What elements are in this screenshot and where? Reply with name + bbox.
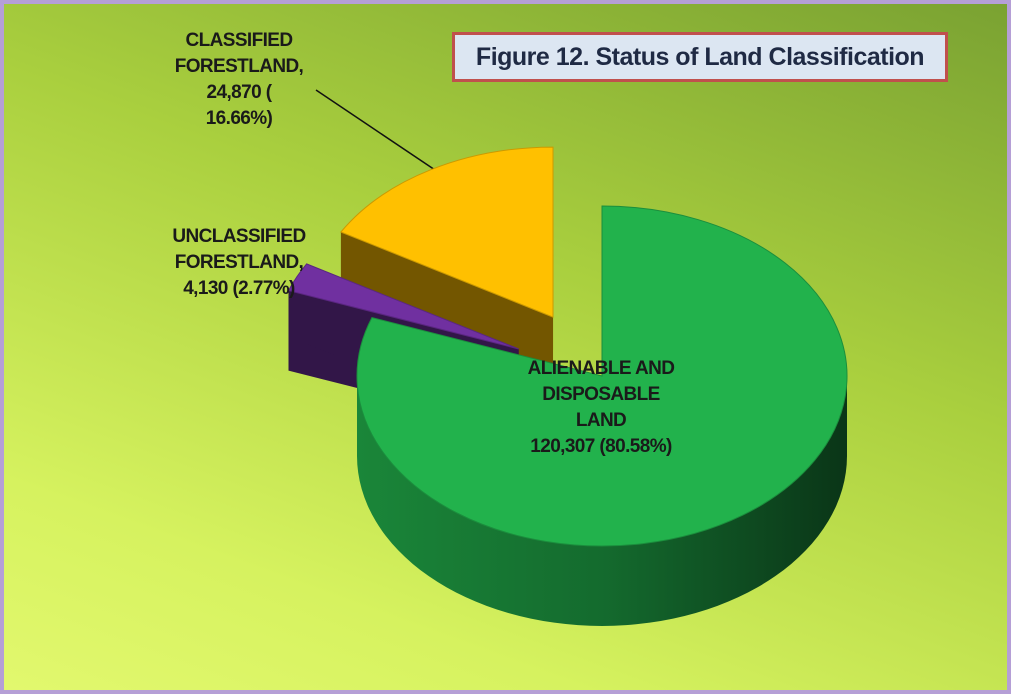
leader-line	[315, 89, 445, 177]
slice	[340, 146, 554, 318]
slice-side	[357, 376, 847, 626]
category-label: UNCLASSIFIED FORESTLAND,	[172, 226, 306, 273]
chart-title: Figure 12. Status of Land Classification	[452, 32, 948, 82]
slice-label: UNCLASSIFIED FORESTLAND, 4,130 (2.77%)	[154, 224, 324, 302]
slice-label: ALIENABLE AND DISPOSABLE LAND 120,307 (8…	[526, 356, 676, 460]
slice	[356, 205, 848, 547]
category-label: CLASSIFIED FORESTLAND,	[174, 30, 304, 77]
value-label: 24,870 ( 16.66%)	[205, 82, 273, 129]
category-label: ALIENABLE AND DISPOSABLE LAND	[527, 358, 675, 431]
slice-label: CLASSIFIED FORESTLAND, 24,870 ( 16.66%)	[174, 28, 304, 132]
value-label: 4,130 (2.77%)	[183, 278, 295, 299]
value-label: 120,307 (80.58%)	[530, 436, 672, 457]
slice	[287, 263, 519, 350]
pie-area	[287, 89, 848, 626]
